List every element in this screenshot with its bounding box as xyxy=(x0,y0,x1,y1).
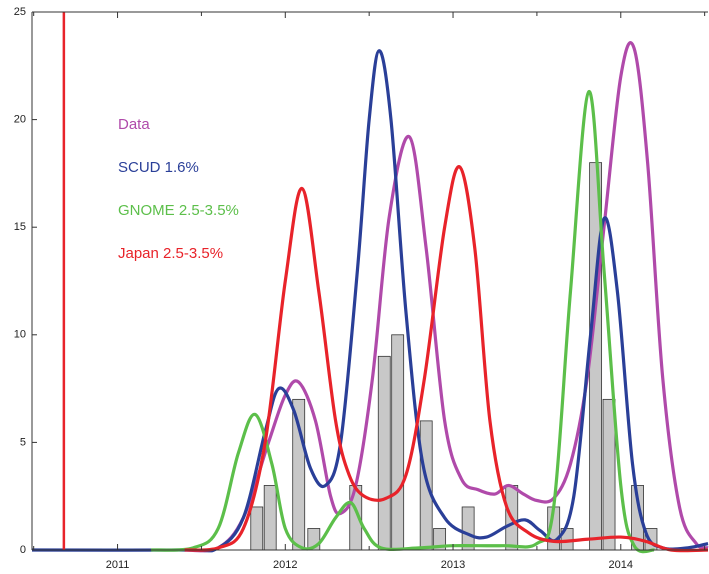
line-series xyxy=(184,165,709,553)
bar xyxy=(377,355,391,551)
y-tick-label: 5 xyxy=(20,436,26,448)
y-tick-label: 10 xyxy=(14,329,26,341)
bar xyxy=(250,506,264,551)
y-tick-label: 0 xyxy=(20,544,26,556)
line-series xyxy=(184,41,709,553)
legend-label: Data xyxy=(118,116,150,133)
legend-label: GNOME 2.5-3.5% xyxy=(118,202,239,219)
legend-label: Japan 2.5-3.5% xyxy=(118,245,223,262)
y-tick-label: 20 xyxy=(14,114,26,126)
bar xyxy=(602,398,616,551)
bar xyxy=(263,485,277,551)
x-tick-label: 2012 xyxy=(273,559,297,571)
line-series xyxy=(151,90,655,554)
x-tick-label: 2011 xyxy=(106,559,130,571)
bar xyxy=(391,334,405,551)
legend-label: SCUD 1.6% xyxy=(118,159,199,176)
y-tick-label: 25 xyxy=(14,6,26,18)
x-tick-label: 2014 xyxy=(609,559,633,571)
bar xyxy=(461,506,475,551)
bar xyxy=(419,420,433,551)
line-series xyxy=(31,49,709,553)
x-tick-label: 2013 xyxy=(441,559,465,571)
y-tick-label: 15 xyxy=(14,221,26,233)
